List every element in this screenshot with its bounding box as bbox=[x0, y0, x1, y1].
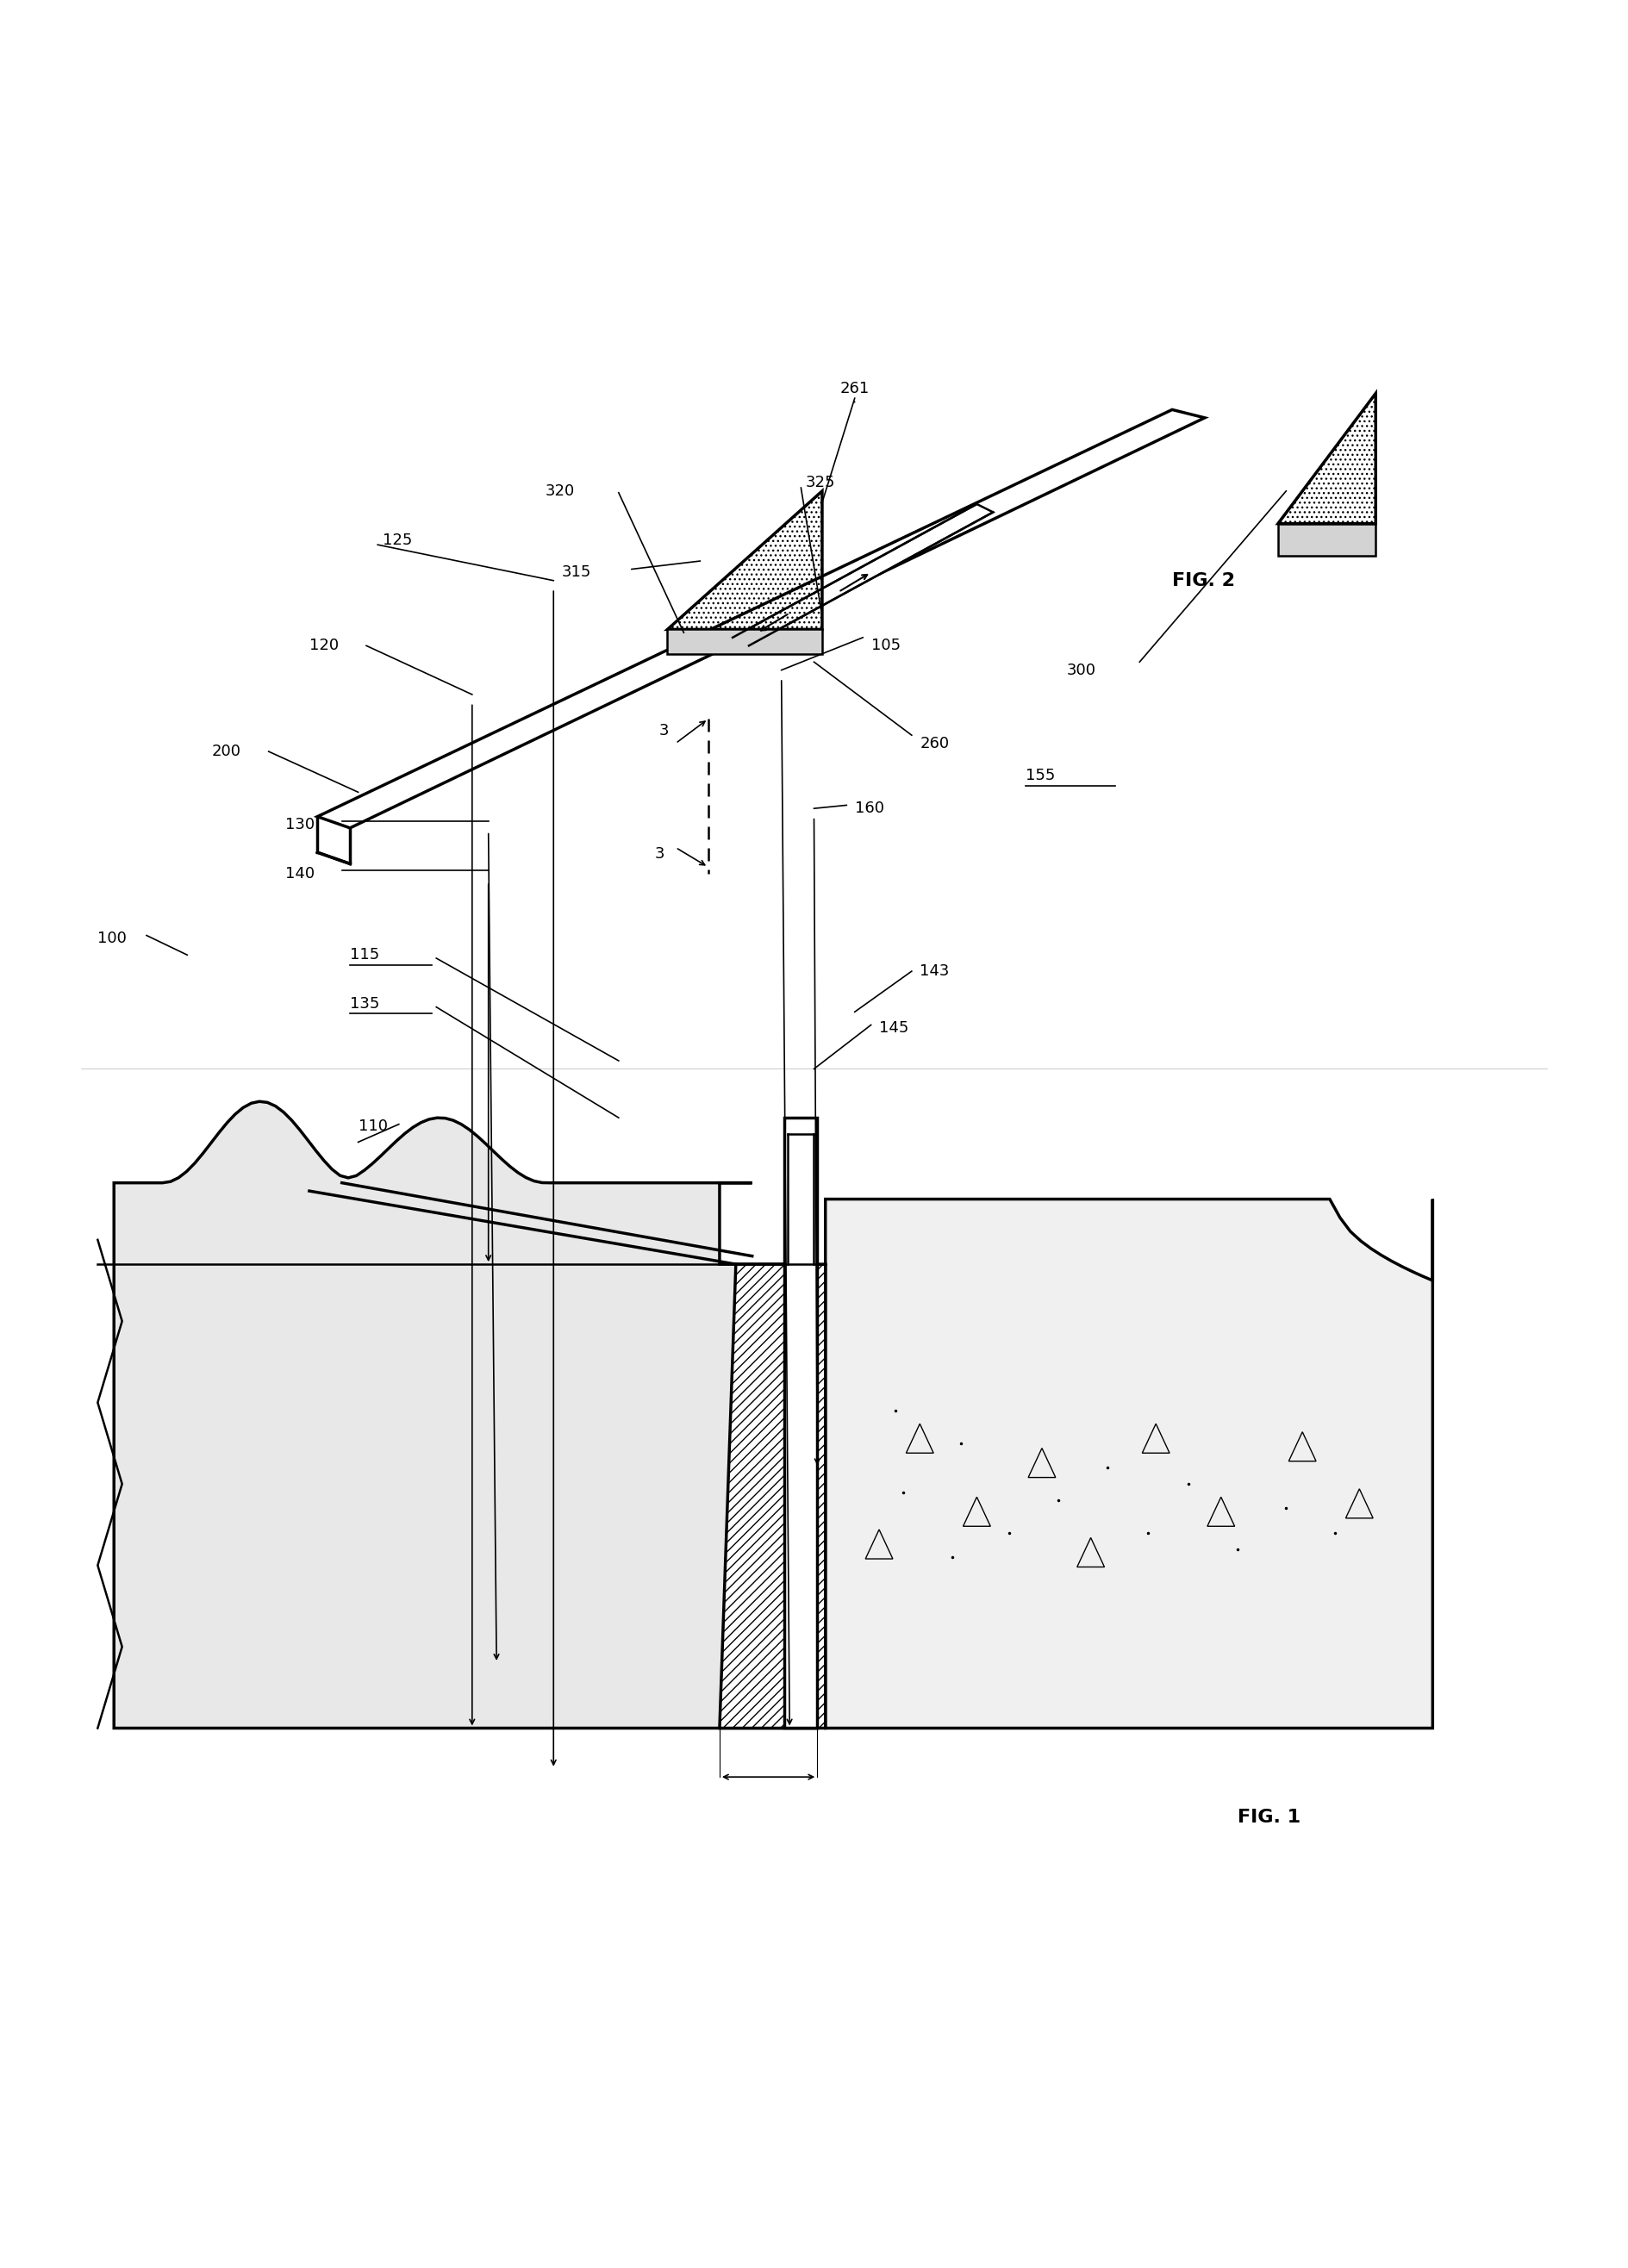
Text: 261: 261 bbox=[840, 381, 869, 397]
Text: 160: 160 bbox=[855, 801, 884, 816]
Text: 115: 115 bbox=[350, 948, 379, 962]
Text: FIG. 1: FIG. 1 bbox=[1237, 1810, 1301, 1826]
Text: 105: 105 bbox=[871, 637, 900, 653]
Text: 315: 315 bbox=[562, 565, 591, 581]
Text: 135: 135 bbox=[350, 996, 379, 1012]
Text: 145: 145 bbox=[879, 1021, 908, 1036]
Text: 143: 143 bbox=[920, 964, 949, 980]
Text: 125: 125 bbox=[383, 533, 412, 547]
Polygon shape bbox=[114, 1102, 817, 1728]
Text: 100: 100 bbox=[98, 930, 127, 946]
Text: 260: 260 bbox=[920, 735, 949, 751]
Text: 300: 300 bbox=[1066, 662, 1096, 678]
Text: 3: 3 bbox=[659, 723, 669, 737]
Polygon shape bbox=[1278, 524, 1376, 556]
Text: 130: 130 bbox=[285, 816, 314, 832]
Text: 120: 120 bbox=[309, 637, 339, 653]
Text: 200: 200 bbox=[212, 744, 241, 760]
Polygon shape bbox=[825, 1200, 1433, 1728]
Text: 325: 325 bbox=[806, 474, 835, 490]
Bar bbox=[785, 1118, 817, 1728]
Text: 320: 320 bbox=[545, 483, 575, 499]
Polygon shape bbox=[733, 503, 993, 646]
Text: 110: 110 bbox=[358, 1118, 387, 1134]
Text: 155: 155 bbox=[1026, 769, 1055, 785]
Polygon shape bbox=[720, 1263, 825, 1728]
Text: 3: 3 bbox=[654, 846, 664, 862]
Text: 140: 140 bbox=[285, 866, 314, 882]
Text: FIG. 2: FIG. 2 bbox=[1172, 572, 1236, 590]
Polygon shape bbox=[667, 631, 822, 653]
